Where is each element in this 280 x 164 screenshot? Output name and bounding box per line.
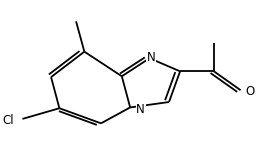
Text: Cl: Cl <box>3 114 14 127</box>
Text: N: N <box>147 51 155 64</box>
Text: O: O <box>245 85 255 98</box>
Text: N: N <box>136 102 145 116</box>
